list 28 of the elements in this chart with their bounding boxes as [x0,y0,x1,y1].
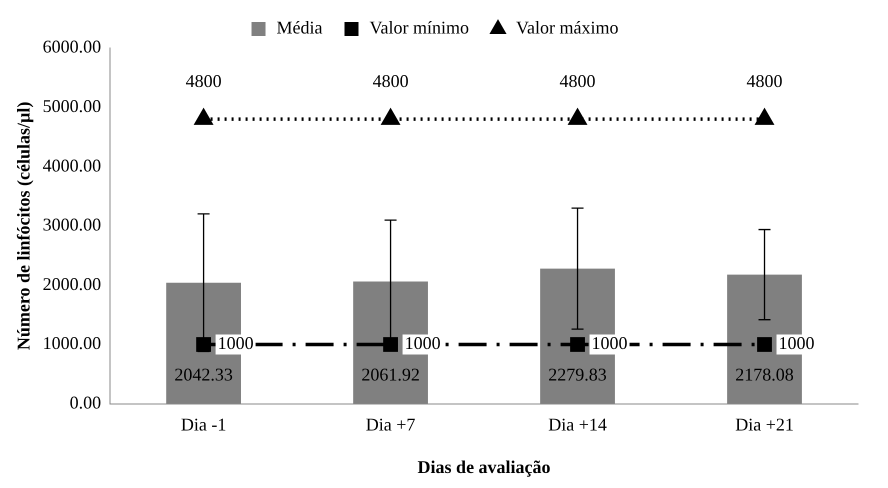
data-label: 4800 [746,70,783,91]
data-label: 2178.08 [735,364,794,385]
data-label: 2042.33 [174,364,233,385]
x-tick-label: Dia +14 [548,414,607,434]
x-tick-label: Dia +21 [735,414,794,434]
y-tick-label: 0.00 [70,392,102,413]
y-tick-label: 3000.00 [42,214,102,235]
legend-label: Média [276,18,323,38]
data-label: 1000 [778,333,815,354]
y-tick-label: 6000.00 [42,36,102,57]
x-tick-label: Dia +7 [366,414,416,434]
data-label: 4800 [560,70,596,91]
y-tick-label: 5000.00 [42,96,102,116]
y-tick-label: 2000.00 [42,274,102,294]
data-label: 2061.92 [361,364,420,385]
legend-label: Valor mínimo [370,18,470,38]
y-tick-label: 1000.00 [42,333,102,354]
data-label: 4800 [372,70,409,91]
legend-label: Valor máximo [516,18,618,38]
data-label: 2279.83 [548,364,607,385]
data-label: 4800 [186,70,222,91]
data-label: 1000 [218,333,254,354]
data-label: 1000 [404,333,441,354]
x-tick-label: Dia -1 [180,414,226,434]
data-label: 1000 [592,333,628,354]
x-axis-title: Dias de avaliação [418,456,551,477]
y-tick-label: 4000.00 [42,155,102,176]
y-axis-title: Número de linfócitos (células/µl) [13,102,34,350]
